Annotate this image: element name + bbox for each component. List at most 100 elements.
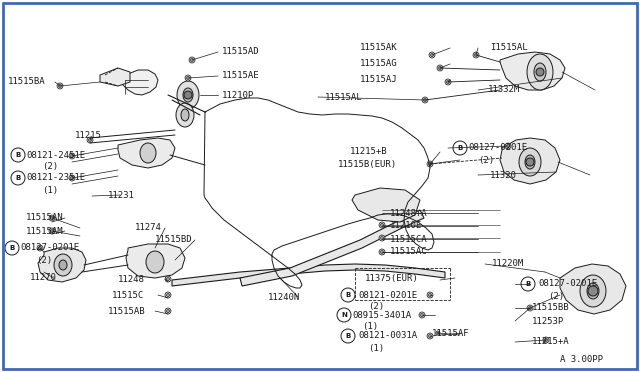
Text: 11515AD: 11515AD [222,48,260,57]
Circle shape [379,222,385,228]
Text: 08915-3401A: 08915-3401A [352,311,411,320]
Polygon shape [126,244,185,278]
Circle shape [5,241,19,255]
Ellipse shape [177,81,199,109]
Text: 11231: 11231 [108,192,135,201]
Text: 08121-0201E: 08121-0201E [358,291,417,299]
Circle shape [166,278,170,280]
Text: 11515CA: 11515CA [390,234,428,244]
Text: B: B [525,281,531,287]
Circle shape [536,68,544,76]
Circle shape [429,163,431,166]
Circle shape [69,175,75,181]
Circle shape [447,80,449,83]
Ellipse shape [59,260,67,270]
Text: 11240N: 11240N [268,292,300,301]
Circle shape [184,91,192,99]
Circle shape [166,294,170,296]
Text: 11320: 11320 [490,170,517,180]
Circle shape [427,333,433,339]
Circle shape [438,67,442,70]
Text: 11220M: 11220M [492,260,524,269]
Circle shape [505,143,511,149]
Ellipse shape [534,63,546,81]
Ellipse shape [54,254,72,276]
Text: 11375(EUR): 11375(EUR) [365,273,419,282]
Text: 11515AN: 11515AN [26,214,63,222]
Circle shape [37,245,43,251]
Circle shape [473,52,479,58]
Ellipse shape [519,148,541,176]
Text: B: B [10,245,15,251]
Circle shape [11,171,25,185]
Text: 11210E: 11210E [390,221,422,231]
Circle shape [165,308,171,314]
Text: 11515B(EUR): 11515B(EUR) [338,160,397,170]
Polygon shape [240,210,424,286]
Text: 11215+A: 11215+A [532,337,570,346]
Text: 08121-2351E: 08121-2351E [26,173,85,183]
Circle shape [379,207,385,213]
Text: (2): (2) [36,256,52,264]
Circle shape [437,332,439,334]
Circle shape [420,314,424,317]
Ellipse shape [176,103,194,127]
Polygon shape [500,52,565,90]
Text: 11253P: 11253P [532,317,564,326]
Text: 11270: 11270 [30,273,57,282]
Circle shape [58,84,61,87]
Circle shape [11,148,25,162]
Circle shape [588,286,598,296]
Circle shape [165,276,171,282]
Text: 11215: 11215 [75,131,102,141]
Text: 08121-0031A: 08121-0031A [358,331,417,340]
Circle shape [38,247,42,250]
Circle shape [474,54,477,57]
Circle shape [51,217,54,219]
Text: B: B [458,145,463,151]
Circle shape [381,250,383,253]
Circle shape [427,292,433,298]
Circle shape [381,208,383,212]
Circle shape [445,79,451,85]
Polygon shape [352,188,420,222]
Polygon shape [118,70,158,95]
Circle shape [381,224,383,227]
Circle shape [526,158,534,166]
Polygon shape [560,264,626,314]
Text: 11248+A: 11248+A [390,208,428,218]
Text: (1): (1) [42,186,58,195]
Circle shape [527,281,533,287]
Text: 11515BB: 11515BB [532,304,570,312]
Text: 11248: 11248 [118,275,145,283]
Circle shape [506,144,509,148]
Circle shape [70,176,74,180]
Text: 11515BD: 11515BD [155,235,193,244]
Polygon shape [100,68,130,86]
Ellipse shape [140,143,156,163]
Circle shape [543,337,549,343]
Text: (2): (2) [478,157,494,166]
Text: 08127-0201E: 08127-0201E [468,144,527,153]
Circle shape [529,307,531,310]
Circle shape [422,97,428,103]
Circle shape [341,288,355,302]
Text: 11515C: 11515C [112,291,144,299]
Text: 11332M: 11332M [488,86,520,94]
Polygon shape [172,264,445,286]
Circle shape [49,215,55,221]
Text: 11515AC: 11515AC [390,247,428,257]
Text: B: B [346,292,351,298]
Circle shape [436,331,440,335]
Text: (1): (1) [362,323,378,331]
Ellipse shape [183,88,193,102]
Circle shape [379,235,385,241]
Text: 11515AL: 11515AL [325,93,363,102]
Circle shape [87,137,93,143]
Circle shape [431,54,433,57]
Circle shape [70,154,74,157]
Text: 11515AJ: 11515AJ [360,76,397,84]
Text: B: B [15,175,20,181]
Text: (2): (2) [548,292,564,301]
Text: B: B [346,333,351,339]
